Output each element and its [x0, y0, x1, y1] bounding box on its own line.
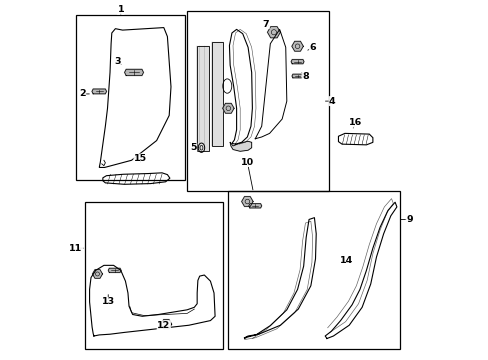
- Text: 5: 5: [190, 143, 197, 152]
- Text: 1: 1: [117, 5, 124, 14]
- Polygon shape: [267, 27, 280, 38]
- Bar: [187, 12, 328, 191]
- Text: 12: 12: [157, 321, 170, 330]
- Polygon shape: [161, 320, 171, 329]
- Polygon shape: [222, 103, 234, 113]
- Polygon shape: [92, 270, 102, 278]
- Text: 13: 13: [102, 297, 115, 306]
- Text: 7: 7: [262, 19, 269, 28]
- Bar: [85, 202, 223, 348]
- Polygon shape: [291, 41, 303, 51]
- Polygon shape: [230, 141, 251, 151]
- Text: 3: 3: [114, 57, 120, 66]
- Bar: [76, 15, 185, 180]
- Polygon shape: [290, 59, 304, 64]
- Polygon shape: [108, 268, 121, 273]
- Text: 2: 2: [79, 89, 85, 98]
- Text: 15: 15: [134, 154, 147, 163]
- Polygon shape: [248, 204, 261, 208]
- Text: 14: 14: [339, 256, 353, 265]
- Text: 11: 11: [69, 244, 82, 253]
- Bar: [228, 191, 400, 348]
- Polygon shape: [124, 69, 143, 76]
- Text: 10: 10: [240, 158, 253, 167]
- Polygon shape: [241, 197, 253, 207]
- Polygon shape: [92, 89, 106, 94]
- Text: 6: 6: [309, 43, 315, 52]
- Polygon shape: [291, 74, 303, 78]
- Text: 4: 4: [328, 96, 335, 105]
- Text: 9: 9: [406, 215, 412, 224]
- Text: 8: 8: [302, 72, 308, 81]
- Text: 16: 16: [348, 118, 362, 127]
